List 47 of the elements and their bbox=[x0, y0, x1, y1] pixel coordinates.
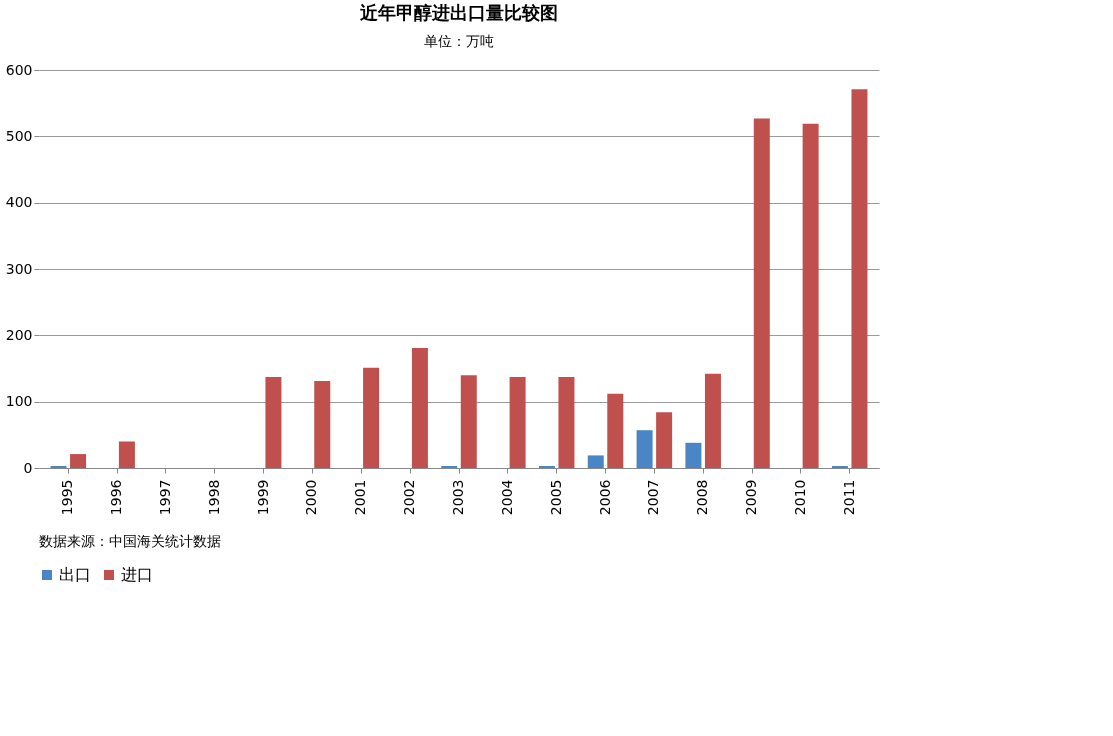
x-tick-label: 2005 bbox=[547, 479, 564, 516]
x-tick-label: 1998 bbox=[205, 479, 222, 516]
y-tick-label: 400 bbox=[5, 194, 33, 211]
bar bbox=[607, 393, 624, 468]
x-tick-label: 2011 bbox=[840, 479, 857, 516]
bar bbox=[509, 377, 526, 468]
bar bbox=[265, 377, 282, 468]
y-tick-label: 600 bbox=[5, 61, 33, 78]
x-tick-label: 2009 bbox=[743, 479, 760, 516]
x-tick-label: 2006 bbox=[596, 479, 613, 516]
bar bbox=[558, 377, 575, 468]
bar bbox=[587, 455, 604, 468]
bar bbox=[411, 347, 428, 468]
x-tick-label: 1999 bbox=[254, 479, 271, 516]
bar bbox=[314, 381, 331, 468]
x-tick-label: 2000 bbox=[303, 479, 320, 516]
bar bbox=[460, 375, 477, 468]
bar bbox=[118, 441, 135, 468]
legend-label: 出口 bbox=[59, 565, 91, 584]
y-tick-label: 500 bbox=[5, 127, 33, 144]
x-tick-label: 2010 bbox=[791, 479, 808, 516]
x-tick-label: 2007 bbox=[645, 479, 662, 516]
x-tick-label: 2003 bbox=[450, 479, 466, 516]
bar bbox=[363, 367, 380, 468]
x-tick-label: 2004 bbox=[498, 479, 515, 516]
bar bbox=[656, 412, 673, 468]
chart-subtitle: 单位：万吨 bbox=[424, 33, 494, 49]
x-tick-label: 2008 bbox=[694, 479, 711, 516]
x-tick-label: 1995 bbox=[59, 479, 76, 516]
bar bbox=[685, 442, 702, 468]
bar bbox=[70, 454, 87, 468]
x-tick-label: 2002 bbox=[401, 479, 418, 516]
y-tick-label: 200 bbox=[5, 326, 33, 343]
y-tick-label: 0 bbox=[23, 459, 33, 476]
bar bbox=[753, 118, 770, 468]
x-tick-label: 1997 bbox=[156, 479, 173, 516]
x-tick-label: 2001 bbox=[352, 479, 369, 516]
source-note: 数据来源：中国海关统计数据 bbox=[39, 533, 221, 549]
bar bbox=[802, 123, 819, 468]
x-tick-label: 1996 bbox=[108, 479, 125, 516]
chart-title: 近年甲醇进出口量比较图 bbox=[359, 2, 558, 23]
bar bbox=[851, 89, 868, 468]
y-tick-label: 300 bbox=[5, 260, 33, 277]
legend-label: 进口 bbox=[121, 565, 153, 584]
y-tick-label: 100 bbox=[5, 393, 33, 410]
bar bbox=[704, 373, 721, 468]
bar bbox=[636, 430, 653, 468]
